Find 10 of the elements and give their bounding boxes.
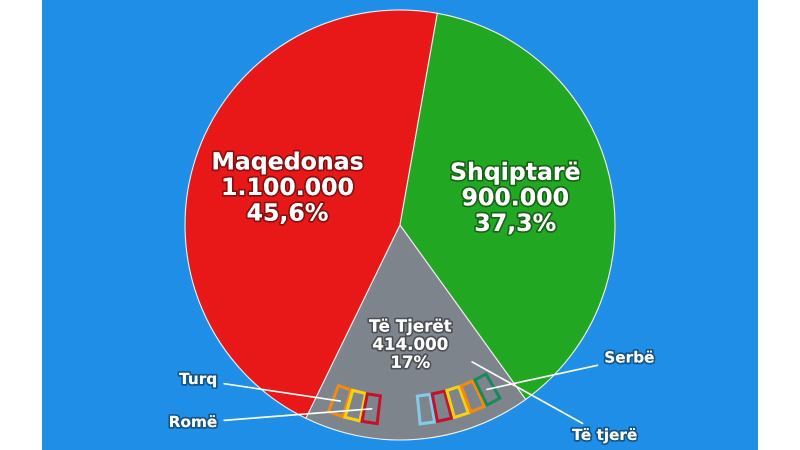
slice-label: Shqiptarë xyxy=(452,161,580,185)
text: Të tjerë xyxy=(572,428,637,444)
data-label: 1.100.000 45,6% xyxy=(224,177,353,224)
slice-label: Maqedonas xyxy=(214,152,363,174)
slice-label: Të Tjerët xyxy=(369,318,452,336)
text: Romë xyxy=(170,415,217,428)
data-label: 900.000 37,3% xyxy=(462,188,568,234)
data-label: 414.000 17% xyxy=(373,337,448,368)
text: Serbë xyxy=(605,350,654,363)
text: Turq xyxy=(179,372,216,388)
